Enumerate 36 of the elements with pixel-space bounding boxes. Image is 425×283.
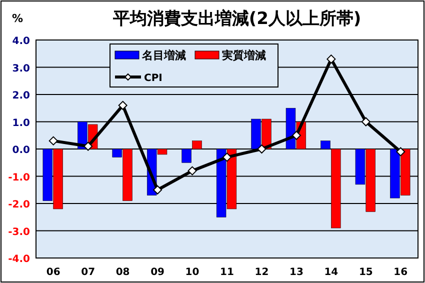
y-tick-label: -3.0 xyxy=(8,226,30,238)
point xyxy=(118,100,128,110)
point xyxy=(361,117,370,126)
y-tick-label: 1.0 xyxy=(12,118,30,129)
x-tick-label: 07 xyxy=(81,267,96,278)
y-tick-label: 2.0 xyxy=(12,90,30,102)
y-tick-label: 4.0 xyxy=(12,36,30,47)
point xyxy=(188,166,197,176)
point xyxy=(222,152,232,162)
y-axis-title: % xyxy=(12,12,24,25)
x-tick-label: 16 xyxy=(394,267,408,278)
x-tick-label: 12 xyxy=(254,267,269,278)
x-tick-label: 13 xyxy=(289,267,304,278)
y-tick-label: 0.0 xyxy=(12,145,30,156)
y-tick-label: -2.0 xyxy=(8,200,30,210)
x-tick-label: 08 xyxy=(116,267,130,278)
legend-label: CPI xyxy=(144,73,162,84)
point xyxy=(257,144,266,154)
legend-label: 名目増減 xyxy=(141,49,186,62)
point xyxy=(292,130,301,140)
y-tick-label: -4.0 xyxy=(8,254,30,265)
chart-title: 平均消費支出増減(2人以上所帯) xyxy=(112,8,362,29)
point xyxy=(396,147,406,156)
x-tick-label: 06 xyxy=(46,267,60,278)
x-tick-label: 11 xyxy=(220,267,234,278)
x-tick-label: 15 xyxy=(358,267,373,278)
point xyxy=(326,54,336,64)
x-tick-label: 10 xyxy=(185,267,200,278)
x-tick-label: 09 xyxy=(150,267,165,278)
x-tick-label: 14 xyxy=(324,267,338,278)
point xyxy=(84,142,93,151)
y-tick-label: 3.0 xyxy=(12,63,30,74)
y-tick-label: -1.0 xyxy=(8,172,30,184)
point xyxy=(153,185,162,194)
legend-label: 実質増減 xyxy=(221,49,266,62)
point xyxy=(48,136,58,146)
